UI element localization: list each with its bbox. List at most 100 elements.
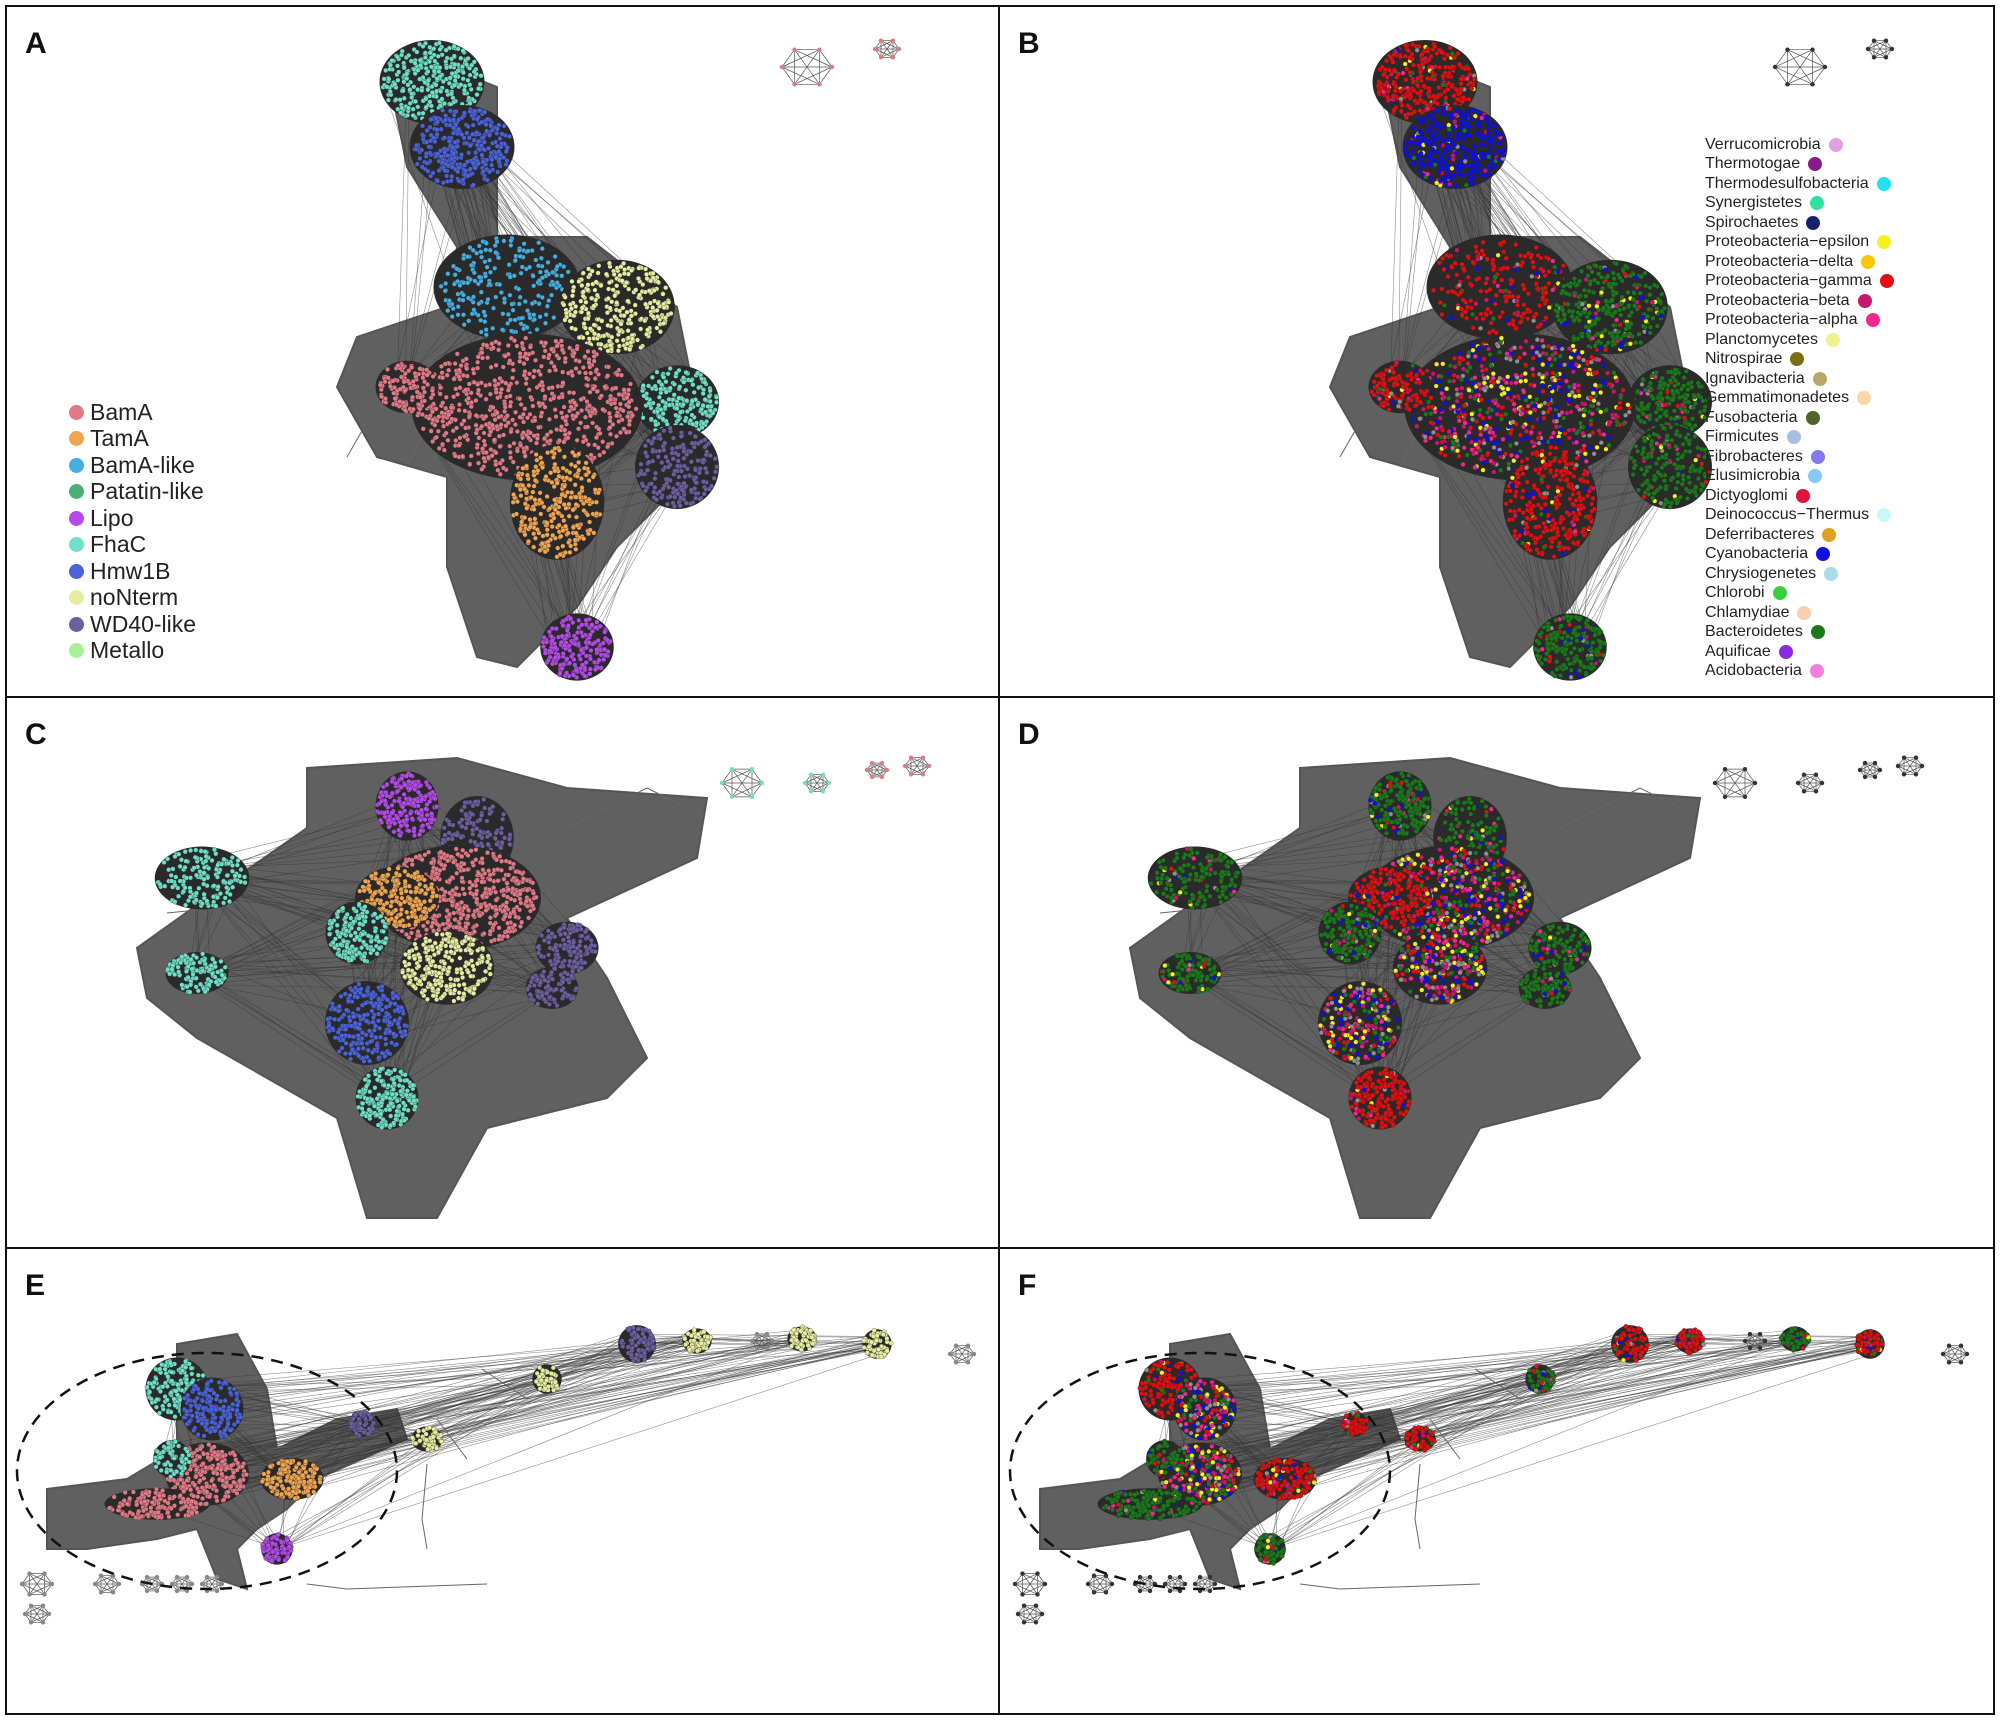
network-node — [556, 522, 562, 528]
network-node — [1617, 275, 1623, 281]
network-node — [1585, 264, 1591, 270]
network-node — [1521, 302, 1527, 308]
network-node — [425, 78, 431, 83]
network-node — [582, 354, 588, 360]
network-node — [517, 358, 523, 364]
network-node — [1387, 67, 1392, 73]
network-node — [445, 271, 451, 277]
network-node — [1650, 396, 1656, 402]
network-node — [593, 279, 599, 285]
network-node — [443, 394, 449, 400]
network-node — [524, 356, 530, 362]
network-node — [703, 409, 709, 415]
network-node — [483, 396, 489, 402]
network-node — [552, 497, 558, 503]
network-node — [433, 434, 439, 440]
network-node — [549, 292, 555, 298]
network-node — [1633, 275, 1639, 281]
network-node — [436, 40, 442, 46]
network-node — [600, 406, 606, 412]
network-node — [443, 430, 449, 436]
network-node — [1382, 82, 1388, 88]
network-node — [1482, 134, 1488, 140]
network-node — [443, 59, 449, 65]
network-node — [688, 459, 694, 465]
network-node — [617, 272, 623, 278]
network-node — [552, 254, 558, 259]
network-node — [677, 503, 683, 509]
network-node — [672, 503, 677, 509]
network-node — [1517, 319, 1523, 325]
network-node — [440, 375, 446, 381]
network-node — [587, 326, 593, 332]
network-node — [1597, 345, 1603, 351]
network-node — [583, 375, 589, 381]
network-node — [516, 248, 522, 253]
network-node — [1574, 282, 1580, 288]
network-node — [613, 405, 619, 411]
network-node — [445, 153, 451, 158]
network-node — [712, 469, 718, 475]
network-node — [445, 308, 451, 314]
network-node — [1628, 321, 1634, 327]
network-node — [1649, 372, 1655, 378]
network-node — [415, 104, 421, 110]
network-node — [479, 254, 485, 260]
network-node — [1486, 129, 1492, 135]
network-node — [427, 99, 433, 105]
network-node — [500, 311, 506, 317]
network-node — [636, 265, 642, 271]
network-node — [395, 363, 401, 369]
network-node — [683, 387, 689, 393]
network-node — [1465, 274, 1471, 280]
network-node — [404, 76, 410, 81]
network-node — [1661, 380, 1667, 386]
network-node — [1500, 309, 1505, 315]
network-node — [1419, 52, 1425, 57]
network-node — [662, 440, 668, 446]
network-node — [474, 116, 480, 122]
network-node — [1445, 289, 1451, 295]
network-node — [1643, 283, 1649, 289]
network-node — [656, 394, 662, 400]
network-node — [465, 280, 471, 286]
network-node — [544, 520, 550, 526]
network-node — [476, 243, 482, 249]
network-node — [461, 292, 466, 298]
network-node — [434, 418, 440, 424]
network-node — [638, 326, 644, 332]
legend-item: WD40-like — [69, 611, 204, 638]
network-node — [531, 544, 537, 550]
network-node — [428, 64, 434, 70]
node-cluster — [635, 425, 720, 509]
network-node — [1466, 176, 1472, 182]
network-node — [1522, 253, 1528, 259]
network-node — [547, 654, 553, 660]
network-node — [1465, 147, 1471, 153]
network-edge — [405, 111, 410, 381]
network-node — [563, 523, 569, 529]
network-node — [1462, 116, 1468, 121]
network-node — [677, 384, 683, 390]
network-node — [487, 257, 493, 263]
network-node — [1575, 388, 1581, 394]
network-node — [1439, 165, 1445, 171]
network-node — [565, 269, 571, 275]
network-node — [528, 394, 534, 400]
network-node — [1432, 64, 1438, 70]
network-node — [1450, 153, 1456, 159]
network-node — [572, 541, 578, 547]
network-node — [1672, 416, 1678, 422]
network-node — [570, 620, 576, 626]
network-node — [450, 428, 456, 434]
network-node — [475, 354, 481, 360]
network-node — [1441, 266, 1447, 272]
network-node — [1618, 301, 1624, 307]
network-node — [1523, 338, 1529, 344]
network-node — [1452, 119, 1458, 125]
network-node — [501, 238, 507, 244]
network-node — [569, 278, 575, 284]
network-node — [598, 283, 604, 289]
network-node — [1611, 322, 1617, 328]
network-node — [487, 247, 493, 253]
